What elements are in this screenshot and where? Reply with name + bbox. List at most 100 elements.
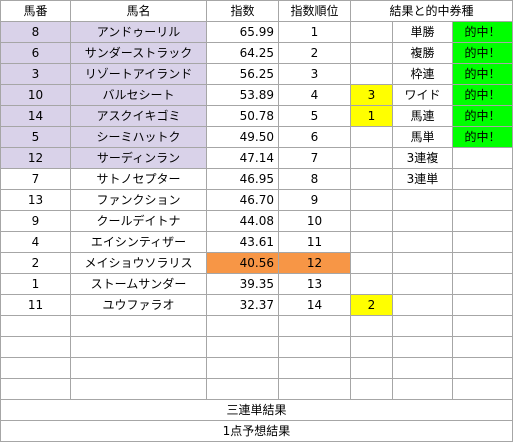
index-cell: 56.25	[206, 63, 279, 85]
bet-type-cell	[392, 294, 453, 316]
horse-num-cell: 10	[0, 84, 71, 106]
rank-cell: 1	[278, 21, 351, 43]
table-row: 7 サトノセプター 46.95 8 3連単	[0, 168, 513, 190]
hit-cell	[452, 147, 513, 169]
table-row: 8 アンドゥーリル 65.99 1 単勝 的中！	[0, 21, 513, 43]
horse-name-cell: ユウファラオ	[70, 294, 207, 316]
empty-row	[0, 357, 513, 379]
table-row: 14 アスクイキゴミ 50.78 5 1 馬連 的中！	[0, 105, 513, 127]
bet-type-cell: 馬連	[392, 105, 453, 127]
rank-cell: 5	[278, 105, 351, 127]
horse-num-cell: 12	[0, 147, 71, 169]
table-row: 13 ファンクション 46.70 9	[0, 189, 513, 211]
rank-cell: 12	[278, 252, 351, 274]
table-row: 2 メイショウソラリス 40.56 12	[0, 252, 513, 274]
rank-cell: 4	[278, 84, 351, 106]
header-row: 馬番 馬名 指数 指数順位 結果と的中券種	[0, 0, 513, 22]
hit-cell: 的中！	[452, 84, 513, 106]
bet-type-cell: 3連複	[392, 147, 453, 169]
one-point-prediction-row: 1点予想結果	[0, 420, 513, 442]
bet-type-cell: 単勝	[392, 21, 453, 43]
hit-cell: 的中！	[452, 21, 513, 43]
empty-cell	[206, 357, 279, 379]
horse-name-cell: シーミハットク	[70, 126, 207, 148]
index-cell: 64.25	[206, 42, 279, 64]
one-point-prediction-label: 1点予想結果	[0, 420, 513, 442]
hit-cell: 的中！	[452, 105, 513, 127]
empty-cell	[70, 315, 207, 337]
index-cell: 47.14	[206, 147, 279, 169]
horse-num-cell: 13	[0, 189, 71, 211]
trifecta-result-row: 三連単結果	[0, 399, 513, 421]
horse-num-cell: 2	[0, 252, 71, 274]
index-cell: 40.56	[206, 252, 279, 274]
bet-type-cell: 3連単	[392, 168, 453, 190]
index-cell: 49.50	[206, 126, 279, 148]
horse-num-cell: 7	[0, 168, 71, 190]
empty-cell	[70, 357, 207, 379]
hit-cell	[452, 210, 513, 232]
marker-cell	[350, 63, 393, 85]
bet-type-cell	[392, 252, 453, 274]
horse-num-cell: 3	[0, 63, 71, 85]
hit-cell: 的中！	[452, 42, 513, 64]
horse-name-cell: リゾートアイランド	[70, 63, 207, 85]
marker-cell	[350, 42, 393, 64]
rank-cell: 8	[278, 168, 351, 190]
empty-cell	[350, 378, 393, 400]
index-cell: 43.61	[206, 231, 279, 253]
hit-cell	[452, 168, 513, 190]
index-cell: 46.95	[206, 168, 279, 190]
index-cell: 65.99	[206, 21, 279, 43]
rank-cell: 6	[278, 126, 351, 148]
marker-cell	[350, 21, 393, 43]
header-index-rank: 指数順位	[278, 0, 351, 22]
horse-name-cell: メイショウソラリス	[70, 252, 207, 274]
empty-cell	[392, 315, 453, 337]
index-cell: 44.08	[206, 210, 279, 232]
empty-cell	[452, 357, 513, 379]
marker-cell	[350, 189, 393, 211]
bet-type-cell: ワイド	[392, 84, 453, 106]
empty-cell	[452, 315, 513, 337]
table-row: 4 エイシンティザー 43.61 11	[0, 231, 513, 253]
marker-cell	[350, 147, 393, 169]
table-row: 5 シーミハットク 49.50 6 馬単 的中！	[0, 126, 513, 148]
horse-num-cell: 9	[0, 210, 71, 232]
marker-cell	[350, 231, 393, 253]
marker-cell: 1	[350, 105, 393, 127]
horse-num-cell: 8	[0, 21, 71, 43]
table-row: 9 クールデイトナ 44.08 10	[0, 210, 513, 232]
table-row: 12 サーディンラン 47.14 7 3連複	[0, 147, 513, 169]
empty-cell	[0, 378, 71, 400]
index-cell: 39.35	[206, 273, 279, 295]
marker-cell	[350, 252, 393, 274]
index-cell: 50.78	[206, 105, 279, 127]
bet-type-cell: 複勝	[392, 42, 453, 64]
marker-cell	[350, 168, 393, 190]
rank-cell: 2	[278, 42, 351, 64]
horse-num-cell: 5	[0, 126, 71, 148]
hit-cell	[452, 294, 513, 316]
index-cell: 53.89	[206, 84, 279, 106]
rank-cell: 14	[278, 294, 351, 316]
header-horse-name: 馬名	[70, 0, 207, 22]
empty-cell	[452, 378, 513, 400]
rank-cell: 13	[278, 273, 351, 295]
rank-cell: 11	[278, 231, 351, 253]
rank-cell: 7	[278, 147, 351, 169]
bet-type-cell	[392, 210, 453, 232]
bet-type-cell	[392, 231, 453, 253]
marker-cell: 2	[350, 294, 393, 316]
empty-cell	[0, 315, 71, 337]
horse-name-cell: サトノセプター	[70, 168, 207, 190]
horse-num-cell: 6	[0, 42, 71, 64]
index-cell: 46.70	[206, 189, 279, 211]
index-cell: 32.37	[206, 294, 279, 316]
empty-cell	[0, 336, 71, 358]
horse-name-cell: アンドゥーリル	[70, 21, 207, 43]
bet-type-cell	[392, 273, 453, 295]
empty-cell	[350, 315, 393, 337]
